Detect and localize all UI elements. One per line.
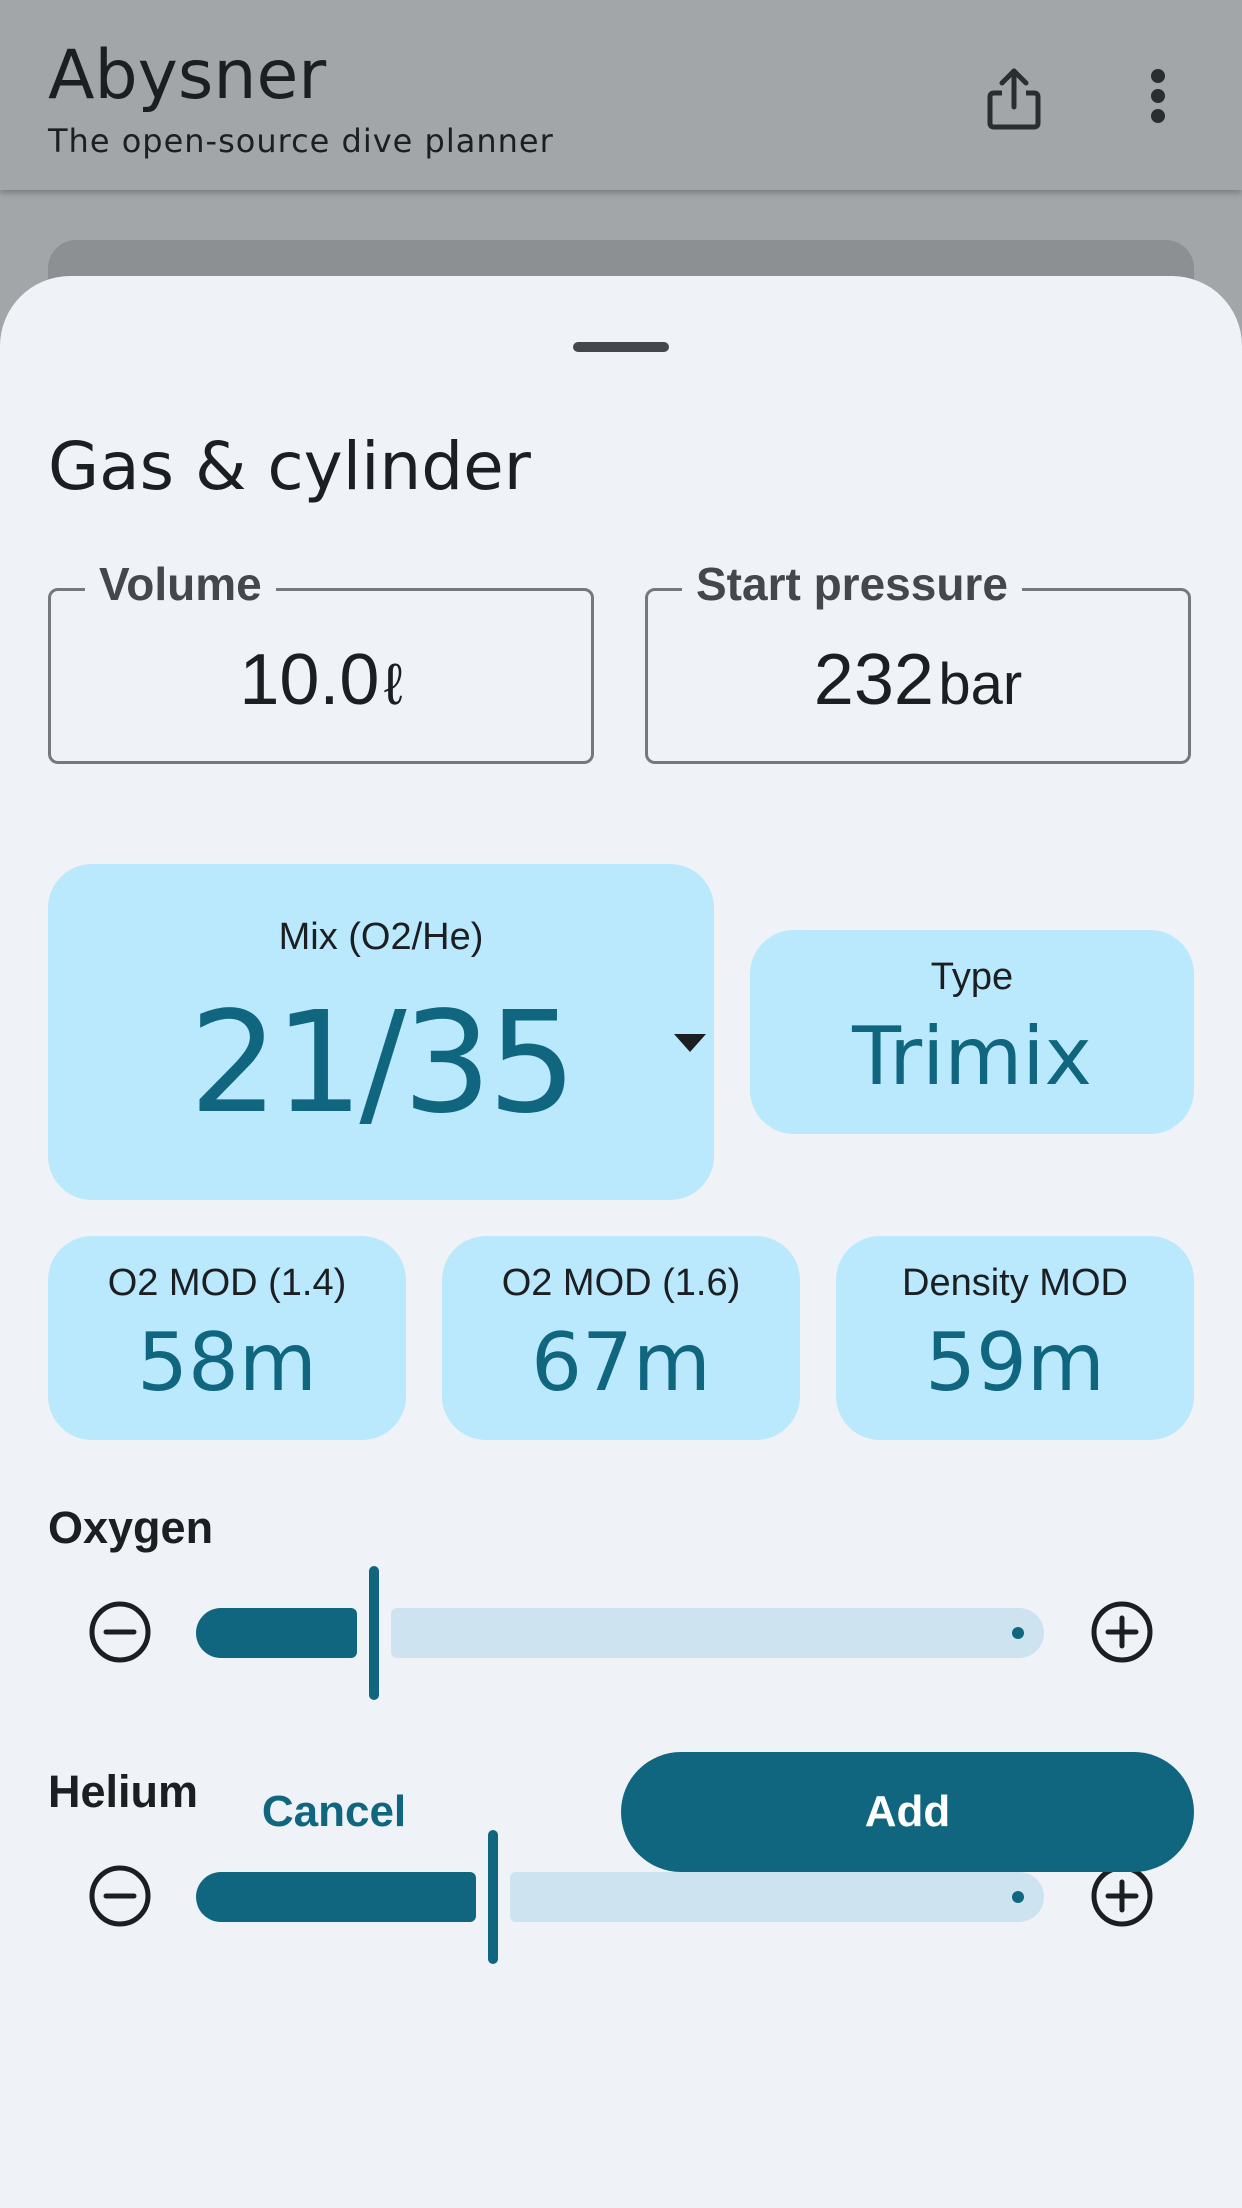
- helium-slider[interactable]: [196, 1830, 1044, 1964]
- o2-mod-14-value: 58m: [137, 1316, 317, 1409]
- o2-mod-16-value: 67m: [531, 1316, 711, 1409]
- oxygen-decrease-icon[interactable]: [88, 1600, 152, 1664]
- app-subtitle: The open-source dive planner: [48, 122, 554, 160]
- o2-mod-14-label: O2 MOD (1.4): [107, 1262, 347, 1304]
- cancel-button[interactable]: Cancel: [261, 1787, 407, 1836]
- start-pressure-value: 232: [813, 640, 934, 720]
- helium-label: Helium: [48, 1766, 199, 1817]
- volume-label: Volume: [85, 557, 276, 611]
- helium-slider-active-track: [196, 1872, 476, 1922]
- helium-decrease-icon[interactable]: [88, 1864, 152, 1928]
- more-vert-icon: [1151, 69, 1165, 123]
- dropdown-arrow-icon: [674, 1034, 706, 1052]
- helium-slider-inactive-track: [510, 1872, 1044, 1922]
- volume-unit: ℓ: [383, 652, 403, 717]
- more-options-button[interactable]: [1118, 56, 1198, 136]
- add-button[interactable]: Add: [621, 1752, 1194, 1872]
- share-icon: [987, 68, 1041, 130]
- gas-cylinder-sheet: Gas & cylinder Volume 10.0 ℓ Start press…: [0, 276, 1242, 2208]
- drag-handle[interactable]: [573, 342, 669, 352]
- helium-increase-icon[interactable]: [1090, 1864, 1154, 1928]
- share-button[interactable]: [974, 58, 1054, 138]
- mix-selector[interactable]: Mix (O2/He) 21/35: [48, 864, 714, 1200]
- oxygen-label: Oxygen: [48, 1502, 214, 1553]
- oxygen-slider[interactable]: [196, 1566, 1044, 1700]
- volume-field[interactable]: Volume 10.0 ℓ: [48, 557, 594, 764]
- mix-label: Mix (O2/He): [278, 916, 484, 958]
- oxygen-slider-active-track: [196, 1608, 357, 1658]
- start-pressure-field[interactable]: Start pressure 232 bar: [645, 557, 1191, 764]
- mix-value: 21/35: [189, 982, 576, 1145]
- type-label: Type: [930, 956, 1014, 998]
- density-mod-label: Density MOD: [902, 1262, 1128, 1304]
- type-value: Trimix: [852, 1010, 1092, 1103]
- o2-mod-16-label: O2 MOD (1.6): [501, 1262, 741, 1304]
- oxygen-slider-thumb[interactable]: [369, 1566, 379, 1700]
- helium-slider-thumb[interactable]: [488, 1830, 498, 1964]
- type-tile: Type Trimix: [750, 930, 1194, 1134]
- o2-mod-14-tile: O2 MOD (1.4) 58m: [48, 1236, 406, 1440]
- sheet-title: Gas & cylinder: [48, 428, 531, 505]
- o2-mod-16-tile: O2 MOD (1.6) 67m: [442, 1236, 800, 1440]
- oxygen-slider-inactive-track: [391, 1608, 1044, 1658]
- start-pressure-unit: bar: [938, 652, 1023, 717]
- start-pressure-label: Start pressure: [682, 557, 1022, 611]
- volume-value: 10.0: [239, 640, 380, 720]
- app-bar: Abysner The open-source dive planner: [0, 0, 1242, 190]
- oxygen-slider-end-dot: [1012, 1627, 1024, 1639]
- density-mod-value: 59m: [925, 1316, 1105, 1409]
- app-title: Abysner: [48, 36, 327, 115]
- oxygen-increase-icon[interactable]: [1090, 1600, 1154, 1664]
- density-mod-tile: Density MOD 59m: [836, 1236, 1194, 1440]
- helium-slider-end-dot: [1012, 1891, 1024, 1903]
